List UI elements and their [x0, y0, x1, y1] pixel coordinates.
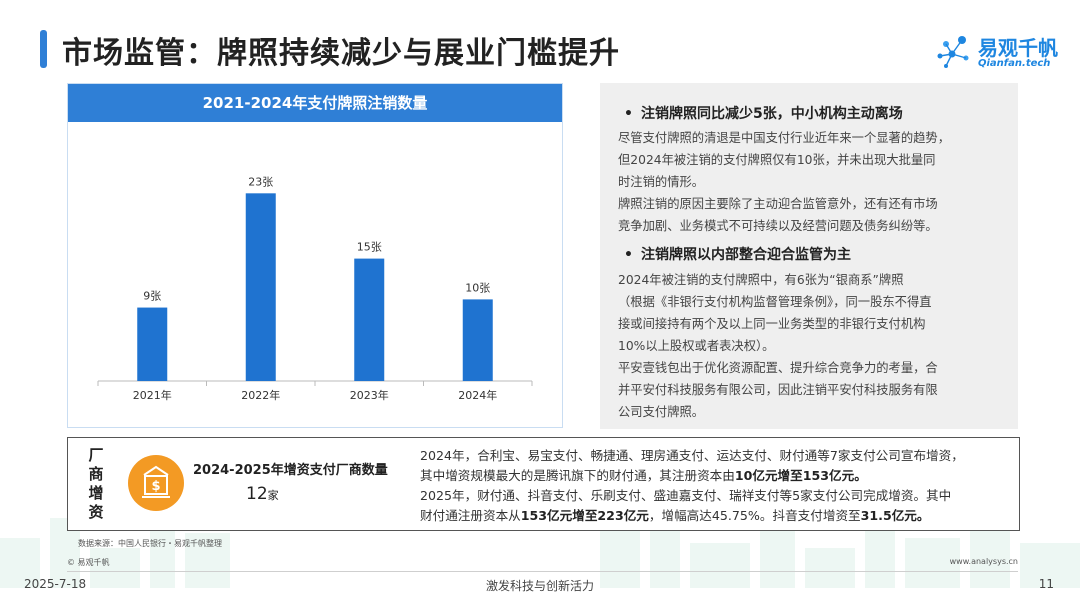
logo-icon — [937, 36, 969, 68]
logo-name: 易观千帆 — [978, 36, 1058, 60]
description-line: 其中增资规模最大的是腾讯旗下的财付通，其注册资本由10亿元增至153亿元。 — [420, 468, 867, 483]
count-value: 12 — [246, 484, 268, 504]
paragraph-line: 尽管支付牌照的清退是中国支付行业近年来一个显著的趋势， — [618, 131, 951, 145]
paragraph-line: 2024年被注销的支付牌照中，有6张为“银商系”牌照 — [618, 273, 904, 287]
bullet-heading-2: • 注销牌照以内部整合迎合监管为主 — [624, 247, 851, 263]
footer-date: 2025-7-18 — [24, 577, 87, 591]
vertical-label: 厂 商 增 资 — [86, 446, 106, 522]
vertical-label-char: 资 — [88, 503, 104, 521]
vertical-label-char: 商 — [88, 465, 104, 483]
vertical-label-char: 厂 — [88, 446, 104, 464]
website-url: www.analysys.cn — [949, 557, 1018, 566]
paragraph-line: 但2024年被注销的支付牌照仅有10张，并未出现大批量同 — [618, 153, 936, 167]
capital-increase-label: 2024-2025年增资支付厂商数量 — [193, 463, 388, 478]
x-tick-label: 2022年 — [241, 388, 280, 402]
bar — [462, 299, 493, 381]
bullet-paragraph-2: 2024年被注销的支付牌照中，有6张为“银商系”牌照 （根据《非银行支付机构监督… — [618, 269, 1000, 423]
page-title: 市场监管：牌照持续减少与展业门槛提升 — [62, 36, 620, 71]
bullet-heading-1: • 注销牌照同比减少5张，中小机构主动离场 — [624, 106, 903, 122]
bar — [354, 258, 385, 381]
paragraph-line: 牌照注销的原因主要除了主动迎合监管意外，还有还有市场 — [618, 197, 938, 211]
bullet-paragraph-1: 尽管支付牌照的清退是中国支付行业近年来一个显著的趋势， 但2024年被注销的支付… — [618, 127, 1000, 237]
page-number: 11 — [1038, 577, 1054, 591]
title-accent-bar — [40, 30, 47, 68]
chart-title: 2021-2024年支付牌照注销数量 — [68, 84, 562, 122]
footer-divider — [67, 571, 1018, 572]
vertical-label-char: 增 — [88, 484, 104, 502]
copyright: © 易观千帆 — [67, 558, 110, 567]
data-label: 15张 — [357, 241, 382, 254]
paragraph-line: 公司支付牌照。 — [618, 405, 705, 419]
info-panel: • 注销牌照同比减少5张，中小机构主动离场 尽管支付牌照的清退是中国支付行业近年来… — [600, 83, 1018, 429]
data-label: 9张 — [143, 290, 161, 303]
capital-increase-description: 2024年，合利宝、易宝支付、畅捷通、理房通支付、运达支付、财付通等7家支付公司… — [420, 446, 1010, 526]
paragraph-line: 平安壹钱包出于优化资源配置、提升综合竞争力的考量，合 — [618, 361, 938, 375]
data-label: 10张 — [465, 281, 490, 294]
capital-increase-box: 厂 商 增 资 $ 2024-2025年增资支付厂商数量 12家 2024年，合… — [67, 437, 1020, 531]
count-unit: 家 — [267, 489, 279, 502]
bar — [245, 193, 276, 381]
paragraph-line: 时注销的情形。 — [618, 175, 705, 189]
paragraph-line: 竞争加剧、业务模式不可持续以及经营问题及债务纠纷等。 — [618, 219, 938, 233]
brand-logo: 易观千帆 Qianfan.tech — [932, 30, 1072, 74]
capital-increase-count: 12家 — [246, 484, 279, 504]
chart-panel: 2021-2024年支付牌照注销数量 9张 2021年 23张 2022年 15张 202… — [67, 83, 563, 428]
paragraph-line: 并平安付科技服务有限公司，因此注销平安付科技服务有限 — [618, 383, 938, 397]
svg-text:$: $ — [151, 479, 160, 494]
footer-slogan: 激发科技与创新活力 — [485, 579, 594, 593]
logo-subtitle: Qianfan.tech — [978, 58, 1051, 69]
paragraph-line: 接或间接持有两个及以上同一业务类型的非银行支付机构 — [618, 317, 926, 331]
bar-chart: 9张 2021年 23张 2022年 15张 2023年 10张 2024年 — [97, 175, 533, 402]
data-source: 数据来源：中国人民银行・易观千帆整理 — [78, 539, 222, 548]
money-bag-icon: $ — [128, 455, 184, 511]
paragraph-line: 10%以上股权或者表决权）。 — [618, 339, 775, 353]
description-line: 2025年，财付通、抖音支付、乐刷支付、盛迪嘉支付、瑞祥支付等5家支付公司完成增… — [420, 488, 952, 503]
data-label: 23张 — [248, 175, 273, 188]
bar — [137, 307, 168, 381]
x-tick-label: 2024年 — [458, 388, 497, 402]
x-tick-label: 2021年 — [133, 388, 172, 402]
description-line: 2024年，合利宝、易宝支付、畅捷通、理房通支付、运达支付、财付通等7家支付公司… — [420, 448, 964, 463]
description-line: 财付通注册资本从153亿元增至223亿元，增幅高达45.75%。抖音支付增资至3… — [420, 508, 930, 523]
paragraph-line: （根据《非银行支付机构监督管理条例》，同一股东不得直 — [618, 295, 932, 309]
x-tick-label: 2023年 — [350, 388, 389, 402]
